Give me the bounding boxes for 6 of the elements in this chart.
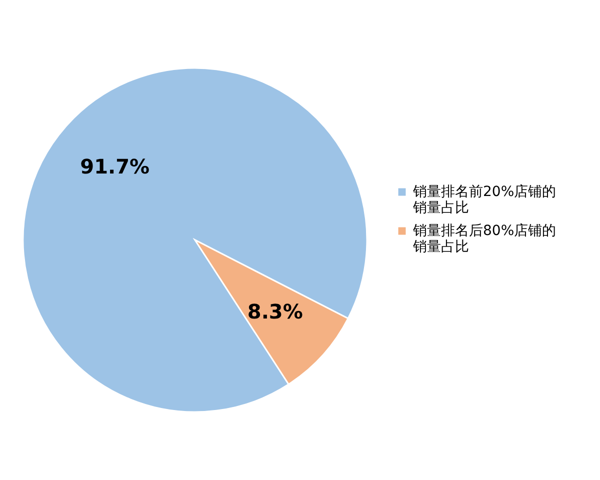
- legend-label: 销量排名后80%店铺的销量占比: [412, 223, 556, 255]
- pie-slice: [194, 239, 349, 386]
- pie-slice: [22, 67, 368, 412]
- legend-label: 销量排名前20%店铺的销量占比: [412, 184, 556, 216]
- data-label: 91.7%: [80, 154, 150, 179]
- data-label: 8.3%: [247, 299, 303, 324]
